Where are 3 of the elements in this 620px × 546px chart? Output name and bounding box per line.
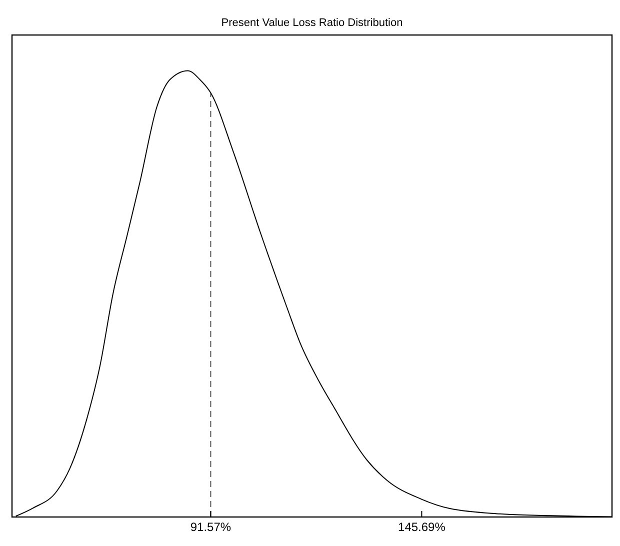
chart-title: Present Value Loss Ratio Distribution xyxy=(221,17,403,29)
x-tick-label: 145.69% xyxy=(398,520,446,534)
x-tick-label: 91.57% xyxy=(190,520,232,534)
